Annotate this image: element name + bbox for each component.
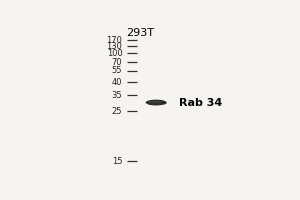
Ellipse shape: [161, 102, 166, 104]
Ellipse shape: [148, 100, 161, 103]
Text: 25: 25: [112, 107, 122, 116]
Text: Rab 34: Rab 34: [179, 98, 223, 108]
Ellipse shape: [146, 100, 167, 105]
Text: 293T: 293T: [126, 28, 154, 38]
Text: 55: 55: [112, 66, 122, 75]
Text: 40: 40: [112, 78, 122, 87]
Text: 70: 70: [112, 58, 122, 67]
Text: 100: 100: [106, 49, 122, 58]
Text: 35: 35: [112, 91, 122, 100]
Text: 15: 15: [112, 157, 122, 166]
Text: 170: 170: [106, 36, 122, 45]
Text: 130: 130: [106, 42, 122, 51]
